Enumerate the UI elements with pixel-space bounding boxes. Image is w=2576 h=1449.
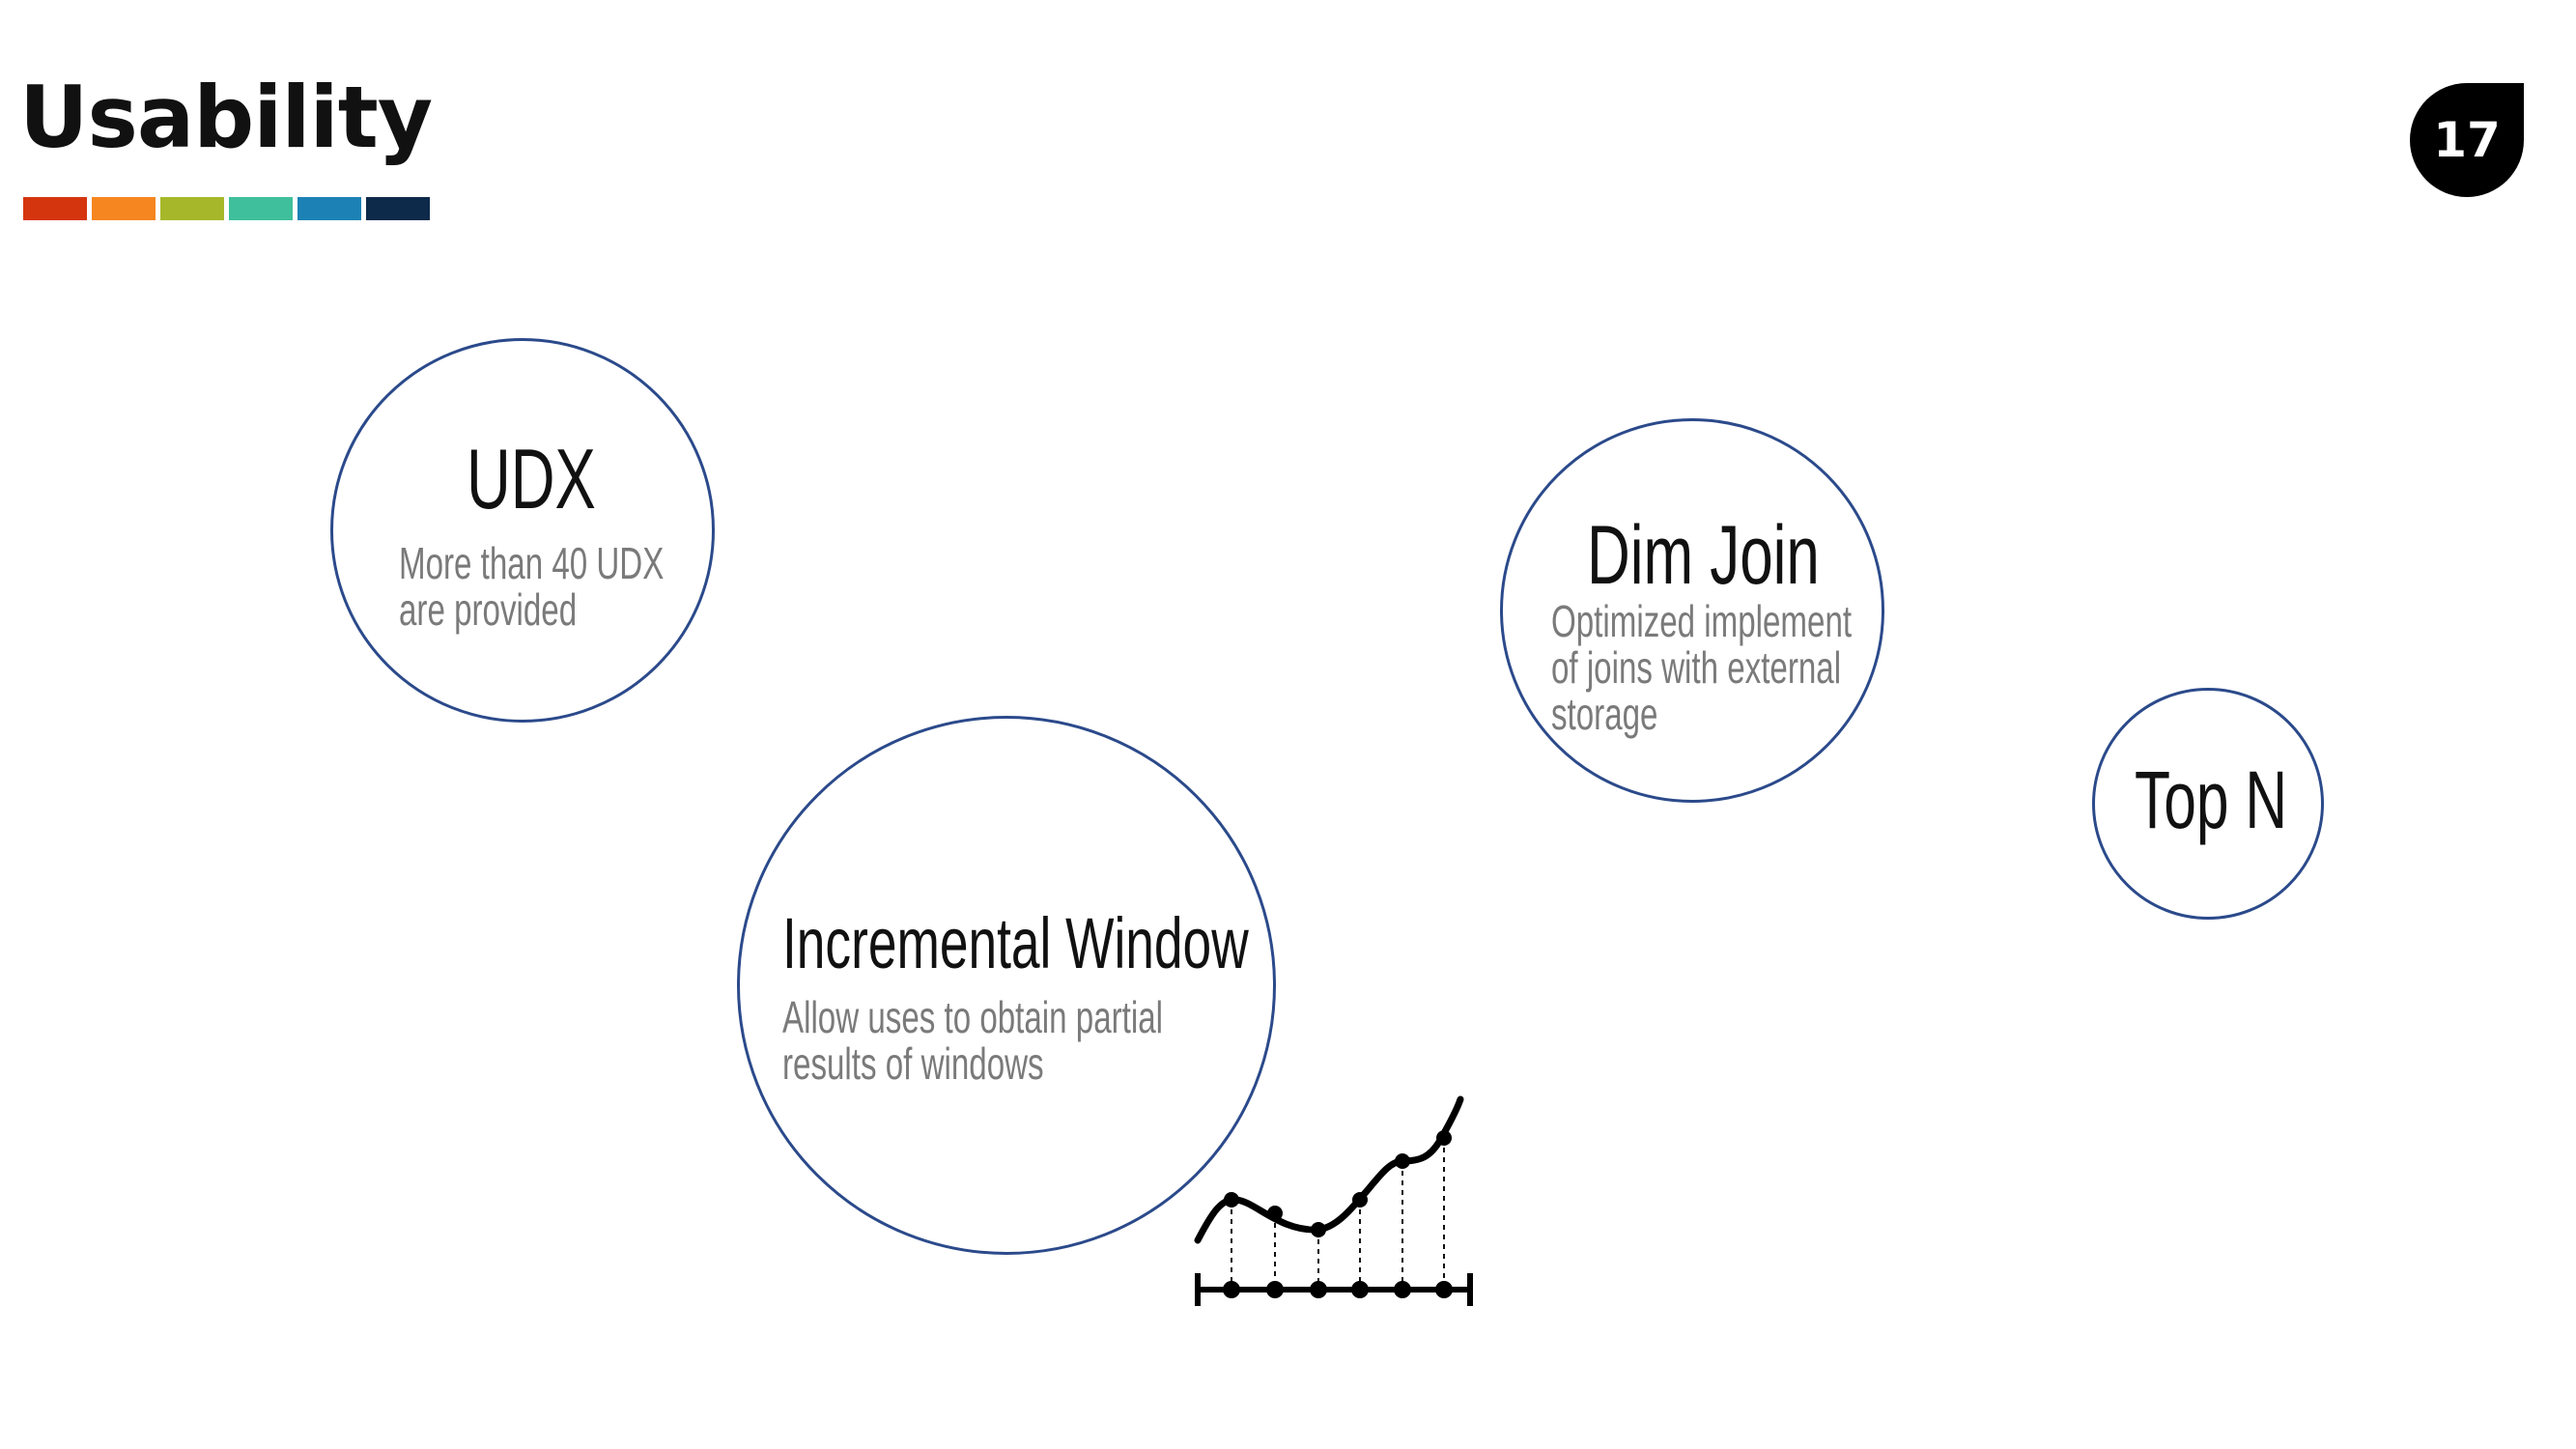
incremental-window-desc-line-2: results of windows: [782, 1038, 1044, 1089]
udx-title: UDX: [467, 431, 596, 526]
udx-bubble: [330, 338, 715, 723]
udx-desc-line-2: are provided: [399, 584, 578, 635]
line-chart-icon: [1194, 1095, 1473, 1306]
dim-join-desc-line-1: Optimized implement: [1551, 596, 1853, 646]
incremental-window-title: Incremental Window: [782, 903, 1249, 983]
dim-join-bubble: [1500, 418, 1884, 803]
dim-join-desc-line-3: storage: [1551, 689, 1658, 739]
stripe-blue: [297, 197, 361, 220]
incremental-window-desc-line-1: Allow uses to obtain partial: [782, 992, 1163, 1042]
stripe-teal: [229, 197, 293, 220]
incremental-window-bubble: [737, 716, 1276, 1255]
dim-join-title: Dim Join: [1587, 509, 1820, 602]
top-n-bubble: [2092, 688, 2324, 920]
top-n-title: Top N: [2135, 754, 2287, 845]
stripe-red: [23, 197, 87, 220]
slide-title: Usability: [19, 68, 433, 167]
dim-join-desc-line-2: of joins with external: [1551, 642, 1842, 693]
udx-desc-line-1: More than 40 UDX: [399, 538, 665, 588]
stripe-green: [160, 197, 224, 220]
stripe-navy: [366, 197, 430, 220]
stripe-orange: [92, 197, 156, 220]
page-number-badge: 17: [2410, 83, 2524, 197]
